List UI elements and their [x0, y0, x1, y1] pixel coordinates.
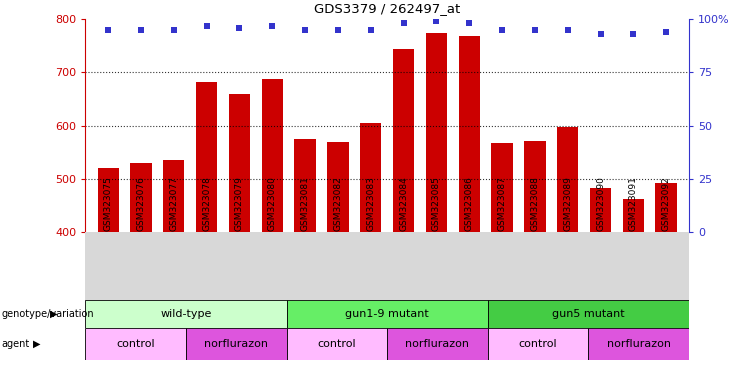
- Bar: [85, 300, 287, 328]
- Bar: [229, 94, 250, 232]
- Point: [201, 23, 213, 29]
- Point: [529, 27, 541, 33]
- Point: [398, 20, 410, 26]
- Bar: [186, 328, 287, 360]
- Point: [496, 27, 508, 33]
- Bar: [588, 328, 689, 360]
- Bar: [287, 300, 488, 328]
- Bar: [393, 48, 414, 232]
- Text: ▶: ▶: [33, 339, 41, 349]
- Bar: [196, 81, 217, 232]
- Text: norflurazon: norflurazon: [405, 339, 470, 349]
- Text: ▶: ▶: [50, 309, 58, 319]
- Point: [431, 18, 442, 25]
- Text: norflurazon: norflurazon: [607, 339, 671, 349]
- Bar: [488, 300, 689, 328]
- Text: gun1-9 mutant: gun1-9 mutant: [345, 309, 429, 319]
- Text: control: control: [116, 339, 155, 349]
- Point: [562, 27, 574, 33]
- Bar: [262, 79, 283, 232]
- Point: [628, 31, 639, 37]
- Text: control: control: [318, 339, 356, 349]
- Bar: [524, 141, 545, 232]
- Point: [299, 27, 311, 33]
- Bar: [459, 36, 480, 232]
- Bar: [557, 127, 579, 232]
- Text: wild-type: wild-type: [160, 309, 211, 319]
- Bar: [590, 188, 611, 232]
- Point: [332, 27, 344, 33]
- Bar: [360, 123, 382, 232]
- Bar: [488, 328, 588, 360]
- Point: [660, 29, 672, 35]
- Point: [594, 31, 606, 37]
- Bar: [130, 163, 152, 232]
- Text: norflurazon: norflurazon: [205, 339, 268, 349]
- Bar: [328, 142, 348, 232]
- Text: control: control: [519, 339, 557, 349]
- Bar: [163, 161, 185, 232]
- Bar: [622, 199, 644, 232]
- Text: genotype/variation: genotype/variation: [1, 309, 94, 319]
- Bar: [656, 183, 677, 232]
- Title: GDS3379 / 262497_at: GDS3379 / 262497_at: [314, 2, 460, 15]
- Bar: [491, 143, 513, 232]
- Point: [168, 27, 180, 33]
- Bar: [287, 328, 387, 360]
- Text: agent: agent: [1, 339, 30, 349]
- Bar: [98, 169, 119, 232]
- Point: [135, 27, 147, 33]
- Point: [102, 27, 114, 33]
- Point: [266, 23, 278, 29]
- Point: [463, 20, 475, 26]
- Bar: [85, 328, 186, 360]
- Point: [233, 25, 245, 31]
- Text: gun5 mutant: gun5 mutant: [552, 309, 625, 319]
- Bar: [294, 139, 316, 232]
- Bar: [426, 33, 447, 232]
- Point: [365, 27, 376, 33]
- Bar: [387, 328, 488, 360]
